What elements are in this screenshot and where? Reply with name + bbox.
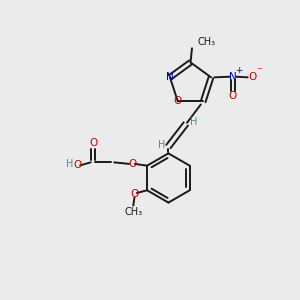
Text: H: H [190, 117, 197, 127]
Text: O: O [128, 159, 136, 169]
Text: O: O [89, 138, 97, 148]
Text: O: O [74, 160, 82, 170]
Text: O: O [174, 97, 182, 106]
Text: H: H [158, 140, 166, 150]
Text: CH₃: CH₃ [124, 207, 142, 217]
Text: ⁻: ⁻ [256, 65, 262, 78]
Text: O: O [130, 189, 139, 199]
Text: H: H [66, 159, 74, 169]
Text: +: + [235, 66, 242, 75]
Text: N: N [229, 72, 236, 82]
Text: N: N [166, 72, 174, 82]
Text: O: O [248, 72, 256, 82]
Text: O: O [229, 91, 237, 101]
Text: CH₃: CH₃ [197, 37, 215, 47]
